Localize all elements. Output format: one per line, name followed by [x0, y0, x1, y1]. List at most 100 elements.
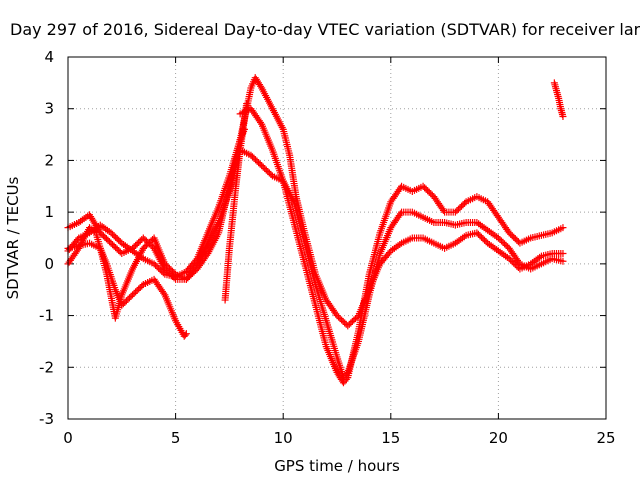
data-point: [136, 237, 144, 245]
data-point: [145, 240, 153, 248]
data-point: [115, 236, 123, 244]
data-series: [550, 79, 567, 120]
x-tick-label: 15: [381, 429, 400, 447]
data-point: [124, 295, 132, 303]
data-point: [110, 242, 118, 250]
data-point: [473, 229, 481, 237]
data-points: [64, 74, 567, 387]
data-point: [130, 289, 138, 297]
data-point: [497, 237, 505, 245]
data-point: [136, 283, 144, 291]
data-point: [127, 292, 135, 300]
data-point: [342, 375, 350, 383]
data-point: [256, 119, 264, 127]
data-point: [139, 244, 147, 252]
data-point: [479, 235, 487, 243]
data-point: [499, 238, 507, 246]
data-point: [267, 170, 275, 178]
data-point: [424, 187, 432, 195]
data-point: [350, 316, 358, 324]
data-point: [481, 236, 489, 244]
data-point: [262, 166, 270, 174]
data-point: [456, 204, 464, 212]
data-point: [132, 241, 140, 249]
y-tick-label: 0: [44, 255, 54, 273]
data-point: [255, 159, 263, 167]
data-point: [133, 286, 141, 294]
data-point: [511, 235, 519, 243]
data-point: [345, 320, 353, 328]
data-point: [153, 263, 161, 271]
data-point: [338, 316, 346, 324]
data-point: [247, 151, 255, 159]
data-point: [141, 243, 149, 251]
data-point: [109, 230, 117, 238]
data-point: [181, 331, 189, 339]
data-point: [121, 298, 129, 306]
data-point: [101, 233, 109, 241]
data-point: [133, 240, 141, 248]
data-point: [508, 232, 516, 240]
data-point: [110, 232, 118, 240]
data-point: [257, 82, 265, 90]
data-point: [155, 264, 163, 272]
data-point: [259, 163, 267, 171]
data-point: [265, 169, 273, 177]
data-point: [425, 188, 433, 196]
data-point: [501, 240, 509, 248]
data-point: [451, 208, 459, 216]
data-point: [106, 238, 114, 246]
y-tick-label: -2: [39, 358, 54, 376]
y-tick-label: 3: [44, 100, 54, 118]
data-point: [109, 241, 117, 249]
data-point: [510, 233, 518, 241]
y-axis-label: SDTVAR / TECUs: [4, 176, 22, 299]
data-point: [256, 160, 264, 168]
data-point: [461, 199, 469, 207]
data-point: [507, 256, 515, 264]
x-tick-label: 10: [274, 429, 293, 447]
data-point: [141, 235, 149, 243]
x-tick-label: 5: [171, 429, 181, 447]
data-point: [454, 205, 462, 213]
data-point: [112, 233, 120, 241]
data-series: [64, 100, 251, 283]
data-point: [427, 190, 435, 198]
data-point: [203, 251, 211, 259]
data-point: [125, 294, 133, 302]
data-point: [336, 315, 344, 323]
data-point: [135, 285, 143, 293]
data-point: [476, 232, 484, 240]
data-point: [142, 237, 150, 245]
data-point: [102, 235, 110, 243]
y-tick-label: 2: [44, 151, 54, 169]
data-point: [107, 239, 115, 247]
data-point: [252, 156, 260, 164]
data-point: [160, 289, 168, 297]
data-point: [559, 224, 567, 232]
data-point: [129, 291, 137, 299]
data-point: [335, 313, 343, 321]
data-point: [453, 207, 461, 215]
data-point: [505, 255, 513, 263]
data-point: [439, 206, 447, 214]
x-axis-label: GPS time / hours: [274, 457, 400, 475]
data-point: [421, 184, 429, 192]
data-point: [112, 244, 120, 252]
data-point: [333, 312, 341, 320]
data-point: [339, 317, 347, 325]
y-tick-label: -3: [39, 410, 54, 428]
data-point: [496, 235, 504, 243]
data-point: [559, 250, 567, 258]
data-point: [159, 269, 167, 277]
data-point: [122, 297, 130, 305]
data-point: [132, 288, 140, 296]
data-point: [347, 319, 355, 327]
data-point: [192, 256, 200, 264]
data-point: [344, 322, 352, 330]
data-point: [507, 230, 515, 238]
data-point: [96, 229, 104, 237]
plot-frame: [67, 56, 607, 420]
data-point: [396, 210, 404, 218]
y-tick-label: 1: [44, 203, 54, 221]
